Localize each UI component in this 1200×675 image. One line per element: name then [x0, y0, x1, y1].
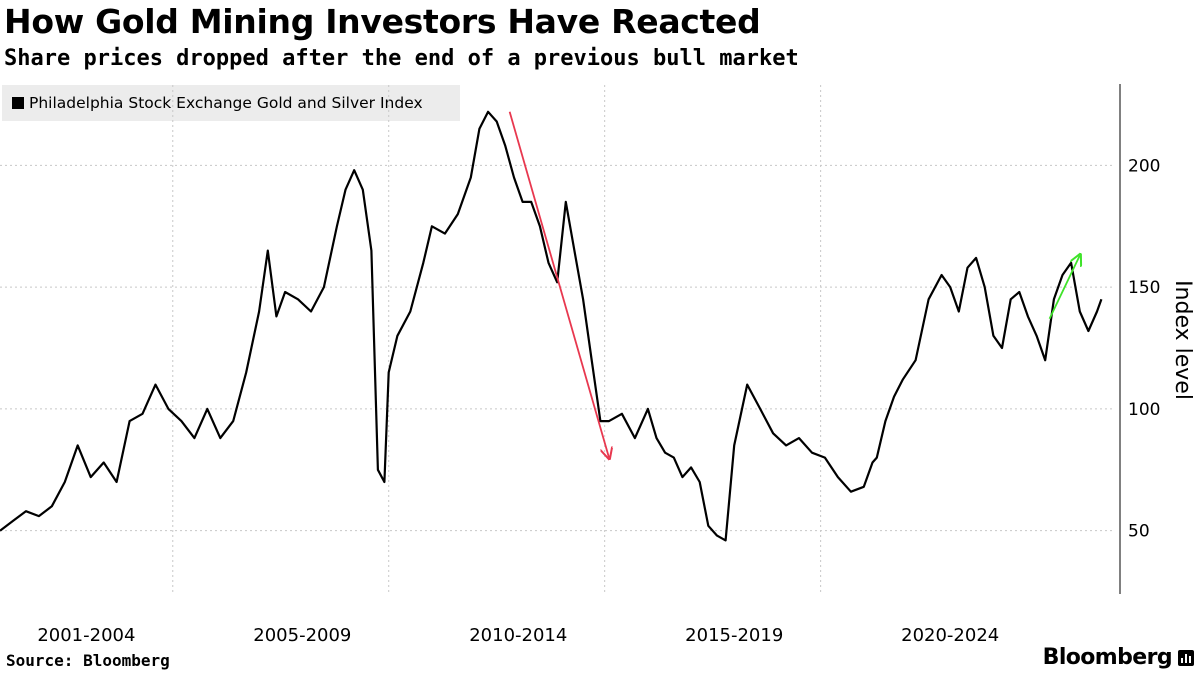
x-tick-label: 2001-2004 — [37, 625, 135, 646]
annotations — [508, 111, 1080, 458]
chart-bars-icon — [1178, 649, 1194, 666]
x-tick-label: 2005-2009 — [253, 625, 351, 646]
series-layer — [0, 110, 1103, 542]
brand-name: Bloomberg — [1042, 645, 1173, 670]
chart-subtitle: Share prices dropped after the end of a … — [4, 46, 799, 71]
x-axis-labels: 2001-2004 2005-2009 2010-2014 2015-2019 2020… — [37, 625, 999, 646]
y-axis: 50 100 150 200 Index level — [1119, 84, 1195, 594]
bloomberg-logo: Bloomberg — [1043, 645, 1194, 670]
y-axis-title: Index level — [1170, 280, 1195, 400]
x-tick-label: 2020-2024 — [901, 625, 999, 646]
source-note: Source: Bloomberg — [6, 651, 170, 670]
x-tick-label: 2015-2019 — [685, 625, 783, 646]
y-tick-label: 50 — [1128, 522, 1150, 542]
y-tick-label: 200 — [1128, 156, 1160, 176]
gridlines — [0, 85, 1114, 594]
trend-arrow — [508, 111, 609, 458]
legend: Philadelphia Stock Exchange Gold and Sil… — [2, 85, 460, 121]
trend-arrow — [1048, 255, 1080, 320]
y-tick-label: 100 — [1128, 400, 1160, 420]
legend-label: Philadelphia Stock Exchange Gold and Sil… — [29, 94, 423, 112]
legend-swatch — [12, 97, 24, 109]
x-tick-label: 2010-2014 — [469, 625, 567, 646]
series-line — [0, 110, 1103, 542]
y-tick-label: 150 — [1128, 278, 1160, 298]
chart-title: How Gold Mining Investors Have Reacted — [4, 2, 761, 41]
